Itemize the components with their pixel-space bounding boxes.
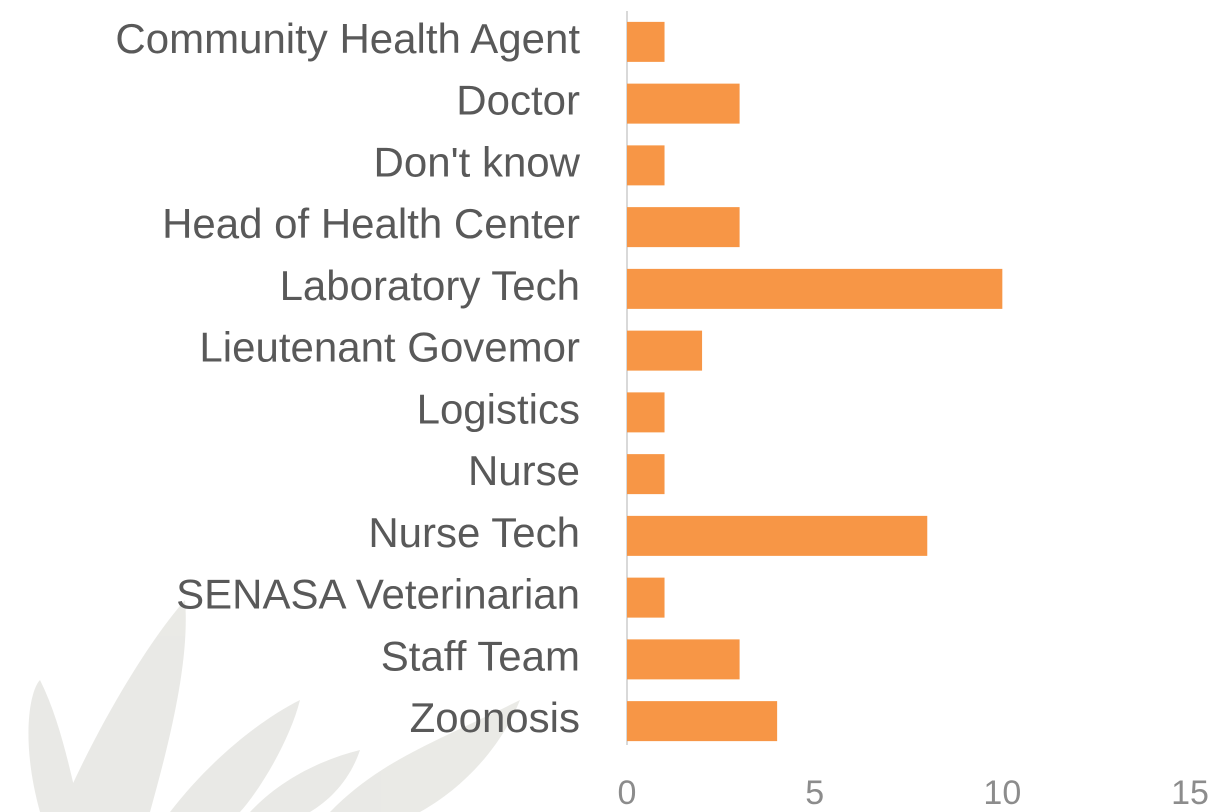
bar	[627, 84, 740, 124]
y-tick-label: Logistics	[417, 385, 580, 432]
y-tick-label: Head of Health Center	[162, 200, 580, 247]
bar	[627, 578, 665, 618]
y-tick-label: Doctor	[456, 77, 580, 124]
y-tick-label: Lieutenant Govemor	[199, 324, 580, 371]
bar	[627, 639, 740, 679]
y-tick-label: Don't know	[374, 138, 581, 185]
x-tick-label: 10	[983, 774, 1021, 812]
chart: 0 5 10 15 Community Health Agent Doctor Don't …	[0, 0, 1212, 812]
y-tick-label: Zoonosis	[410, 694, 580, 741]
bar	[627, 269, 1002, 309]
bar	[627, 516, 927, 556]
y-tick-label: Nurse	[468, 447, 580, 494]
bar	[627, 145, 665, 185]
y-tick-label: Nurse Tech	[368, 509, 580, 556]
y-tick-label: Staff Team	[381, 632, 580, 679]
bar	[627, 331, 702, 371]
y-tick-label: Laboratory Tech	[280, 262, 580, 309]
bar	[627, 454, 665, 494]
x-tick-label: 5	[805, 774, 824, 812]
bar	[627, 22, 665, 62]
y-tick-label: Community Health Agent	[115, 15, 580, 62]
y-tick-label: SENASA Veterinarian	[176, 571, 580, 618]
x-tick-label: 0	[618, 774, 637, 812]
bar	[627, 392, 665, 432]
bar	[627, 207, 740, 247]
x-tick-label: 15	[1171, 774, 1209, 812]
bar	[627, 701, 777, 741]
